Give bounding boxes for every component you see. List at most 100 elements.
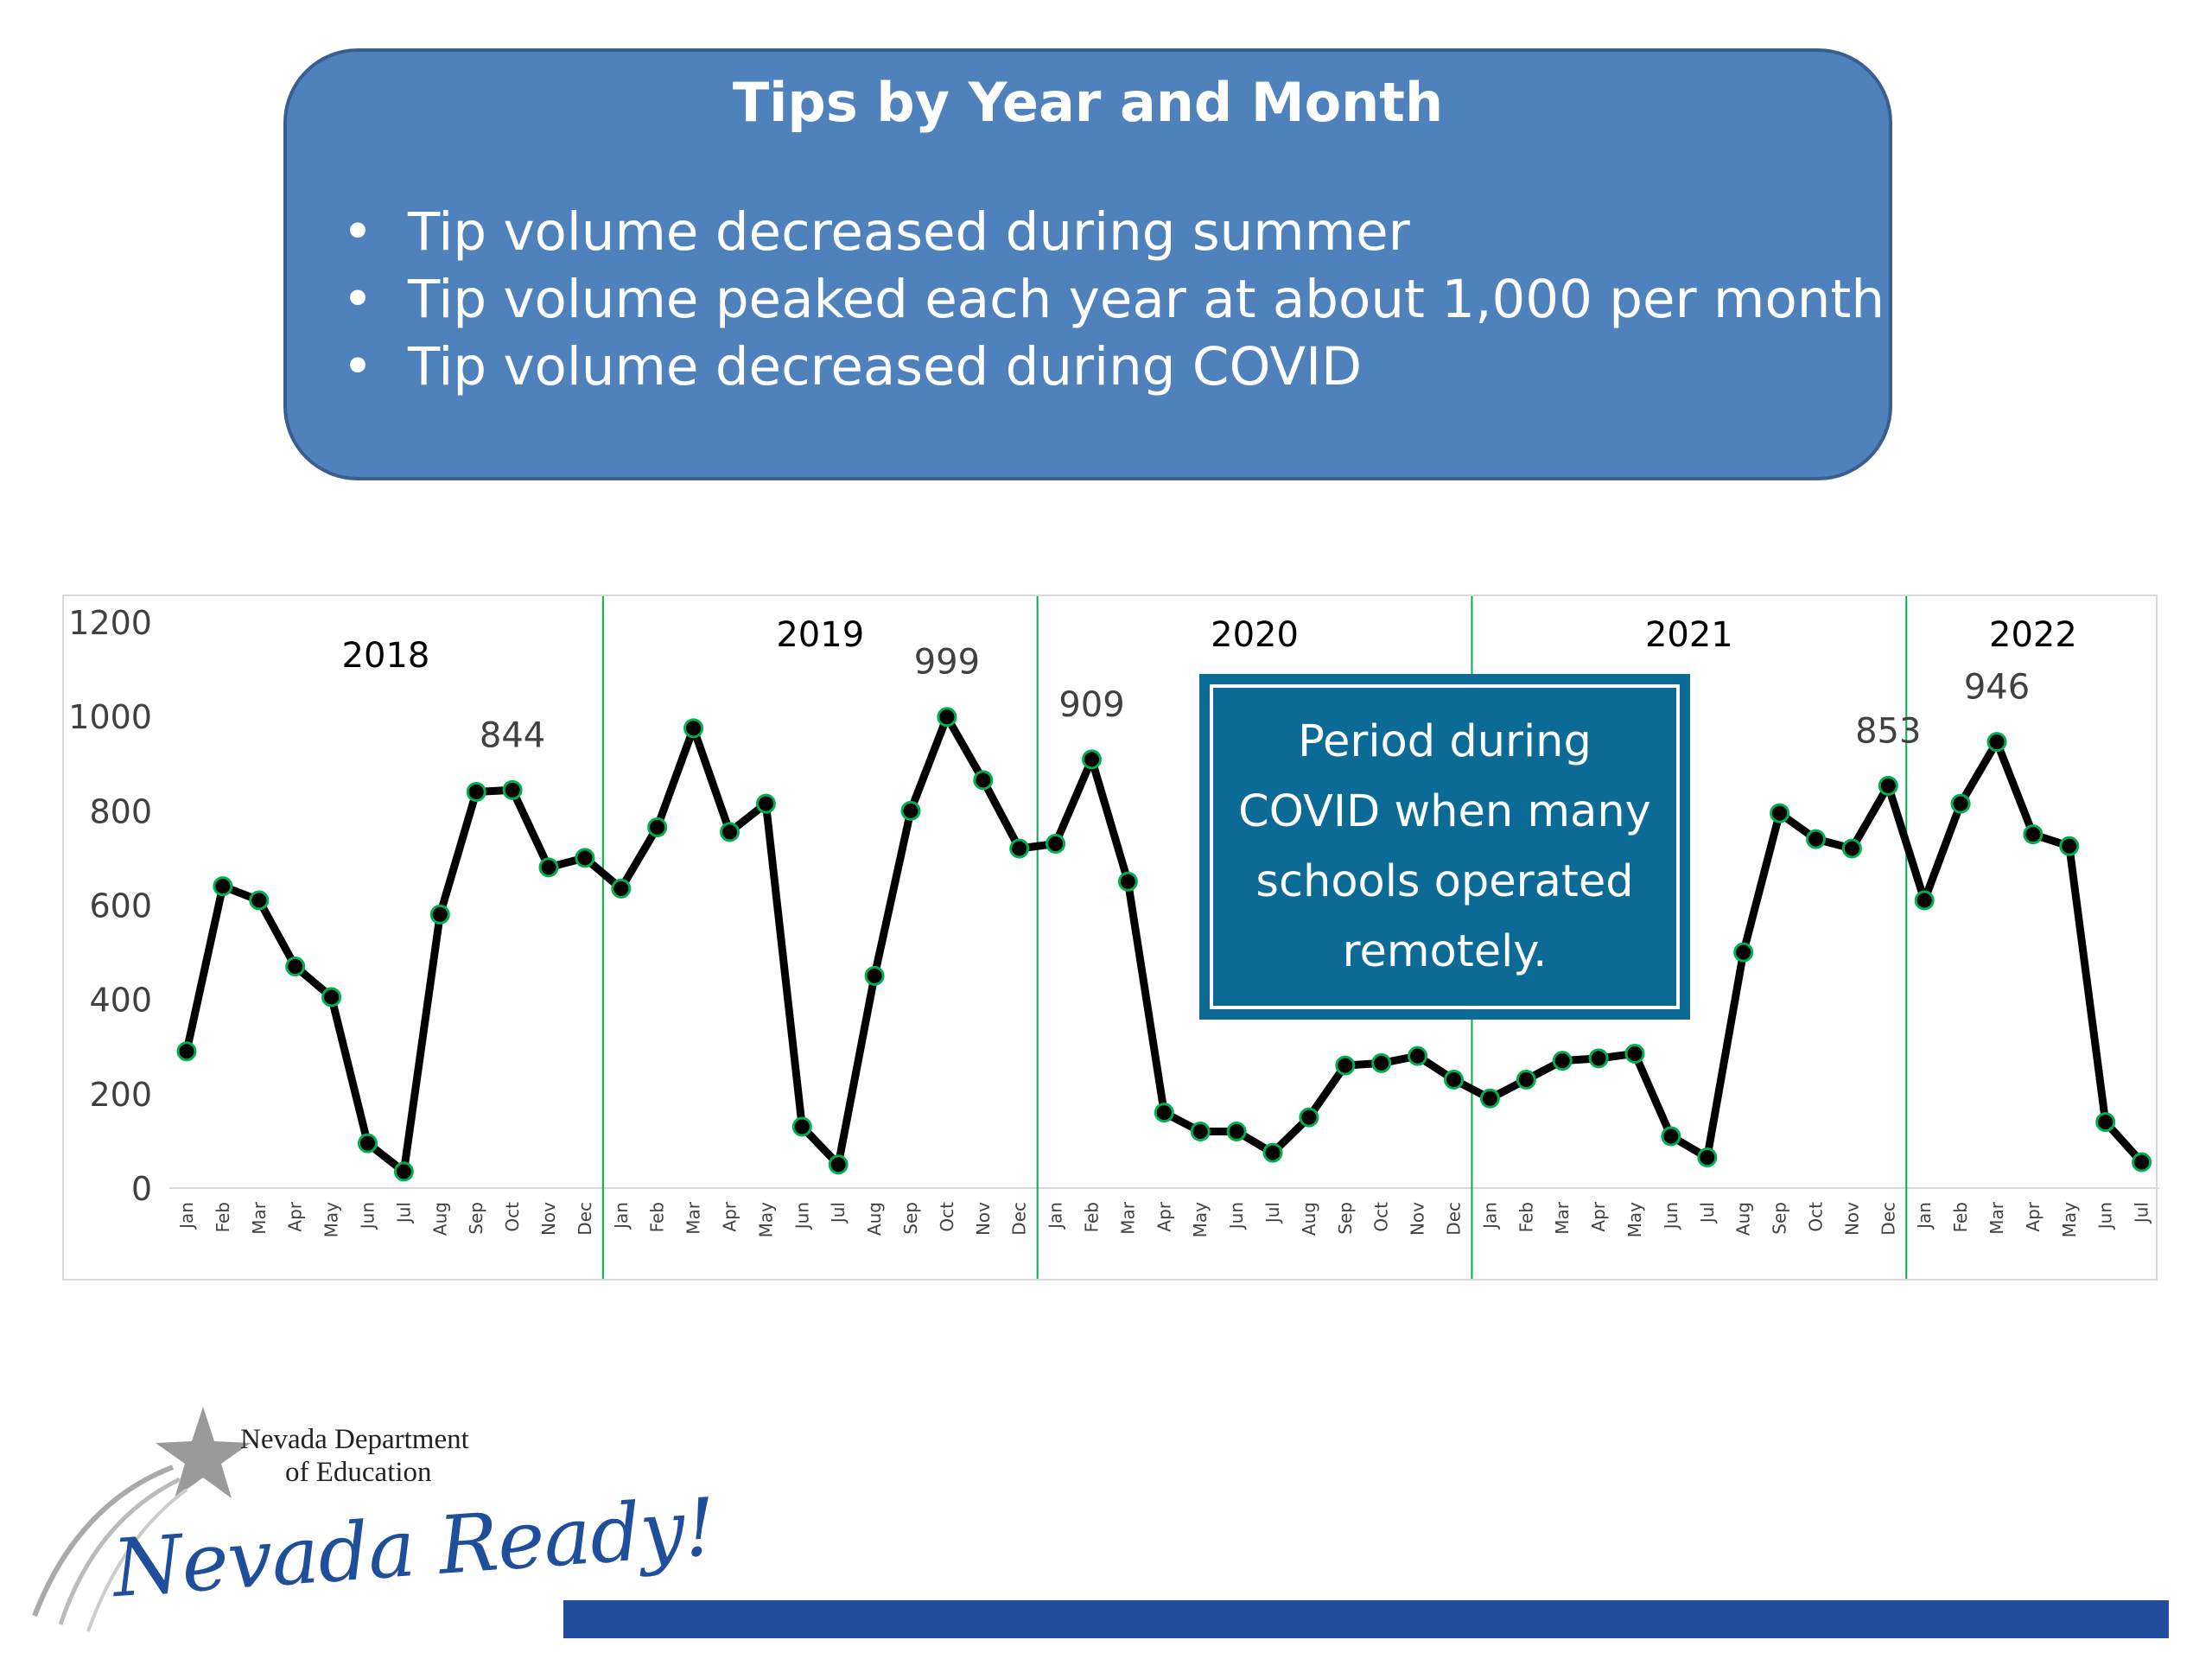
month-tick-label: Feb (647, 1202, 668, 1232)
data-point (1878, 775, 1898, 796)
data-point (575, 848, 595, 868)
year-label: 2021 (1645, 615, 1733, 655)
month-tick-label: Mar (249, 1201, 270, 1235)
month-tick-label: Apr (720, 1201, 741, 1231)
covid-annotation-border: Period during COVID when many schools op… (1210, 684, 1680, 1009)
month-tick-label: Sep (1770, 1202, 1790, 1235)
month-tick-label: Sep (1335, 1202, 1356, 1235)
data-point (1371, 1052, 1392, 1073)
bullet-item: Tip volume decreased during COVID (332, 334, 1885, 401)
data-point (1190, 1122, 1211, 1141)
data-point (538, 857, 559, 878)
month-tick-label: Aug (1299, 1202, 1319, 1236)
month-tick-label: Nov (973, 1202, 994, 1236)
year-label: 2018 (342, 636, 430, 676)
data-point (466, 782, 486, 802)
covid-annotation-text: Period during COVID when many schools op… (1238, 716, 1651, 977)
y-tick-label: 800 (89, 792, 152, 830)
data-point (683, 718, 704, 739)
slide-title: Tips by Year and Month (732, 71, 1444, 134)
month-tick-label: Nov (1408, 1202, 1428, 1236)
bullet-list: Tip volume decreased during summer Tip v… (332, 199, 1885, 401)
month-tick-label: Mar (683, 1201, 704, 1235)
month-tick-label: Oct (502, 1202, 523, 1232)
month-tick-label: Dec (1009, 1202, 1030, 1236)
month-tick-label: Feb (1950, 1202, 1971, 1232)
data-point (828, 1154, 849, 1175)
logo-org-line2: of Education (285, 1457, 432, 1488)
data-point (937, 707, 957, 728)
data-point (791, 1116, 812, 1137)
month-tick-label: Jul (828, 1202, 849, 1224)
bullet-item: Tip volume peaked each year at about 1,0… (332, 266, 1885, 334)
data-point (1733, 942, 1754, 963)
data-point (285, 956, 306, 976)
data-point (1262, 1142, 1283, 1163)
nevada-doe-logo: Nevada Department of Education Nevada Re… (26, 1400, 718, 1642)
month-tick-label: Jul (1697, 1202, 1718, 1224)
data-label: 853 (1855, 711, 1921, 751)
data-point (502, 779, 523, 800)
data-point (1226, 1122, 1247, 1141)
month-tick-label: Jun (2095, 1202, 2116, 1230)
month-tick-label: Apr (2023, 1201, 2044, 1231)
data-point (1117, 871, 1138, 892)
data-point (176, 1041, 197, 1062)
month-tick-label: Apr (1588, 1201, 1609, 1231)
month-tick-label: Jul (1262, 1202, 1283, 1224)
data-point (1950, 793, 1971, 814)
data-point (1914, 890, 1935, 911)
footer-bar (563, 1600, 2169, 1638)
month-tick-label: May (1624, 1202, 1645, 1238)
data-point (1624, 1043, 1645, 1064)
data-point (213, 876, 233, 897)
header-box: Tips by Year and Month Tip volume decrea… (283, 48, 1892, 480)
y-tick-label: 600 (89, 887, 152, 925)
month-tick-label: May (755, 1202, 776, 1238)
month-tick-label: Jun (358, 1202, 378, 1230)
data-point (973, 770, 994, 791)
data-point (1697, 1147, 1718, 1168)
data-point (1806, 829, 1826, 849)
y-tick-label: 400 (89, 982, 152, 1020)
data-point (864, 965, 885, 986)
month-tick-label: Oct (937, 1202, 957, 1232)
data-label: 946 (1964, 668, 2030, 708)
month-tick-label: Dec (1878, 1202, 1898, 1236)
data-point (647, 817, 668, 837)
covid-annotation-box: Period during COVID when many schools op… (1199, 674, 1690, 1020)
data-point (1009, 838, 1030, 859)
month-tick-label: Oct (1806, 1202, 1827, 1232)
data-point (2023, 824, 2044, 845)
month-tick-label: Jun (791, 1202, 812, 1230)
month-tick-label: Jun (1226, 1202, 1247, 1230)
month-tick-label: Mar (1117, 1201, 1138, 1235)
data-label: 999 (914, 643, 980, 683)
month-tick-label: Mar (1986, 1201, 2007, 1235)
month-tick-label: May (1190, 1202, 1211, 1238)
data-point (1299, 1107, 1319, 1128)
month-tick-label: Aug (864, 1202, 885, 1236)
data-point (249, 890, 270, 911)
data-point (720, 822, 740, 842)
month-tick-label: Nov (1841, 1202, 1862, 1236)
data-point (1154, 1103, 1174, 1123)
data-point (1841, 838, 1862, 859)
year-label: 2022 (1989, 615, 2077, 655)
month-tick-label: Jul (2132, 1202, 2152, 1224)
month-tick-label: Mar (1552, 1201, 1573, 1235)
month-tick-label: Aug (429, 1202, 450, 1236)
month-tick-label: Jul (393, 1202, 414, 1224)
data-point (1986, 732, 2007, 753)
month-tick-label: Oct (1371, 1202, 1392, 1232)
data-point (2132, 1152, 2152, 1173)
bullet-item: Tip volume decreased during summer (332, 199, 1885, 266)
y-tick-label: 1200 (68, 604, 152, 642)
y-tick-label: 0 (131, 1170, 152, 1208)
data-point (1408, 1046, 1428, 1066)
month-tick-label: May (2059, 1202, 2080, 1238)
month-tick-label: Jan (1046, 1202, 1066, 1230)
data-point (755, 793, 776, 814)
month-tick-label: Nov (538, 1202, 559, 1236)
